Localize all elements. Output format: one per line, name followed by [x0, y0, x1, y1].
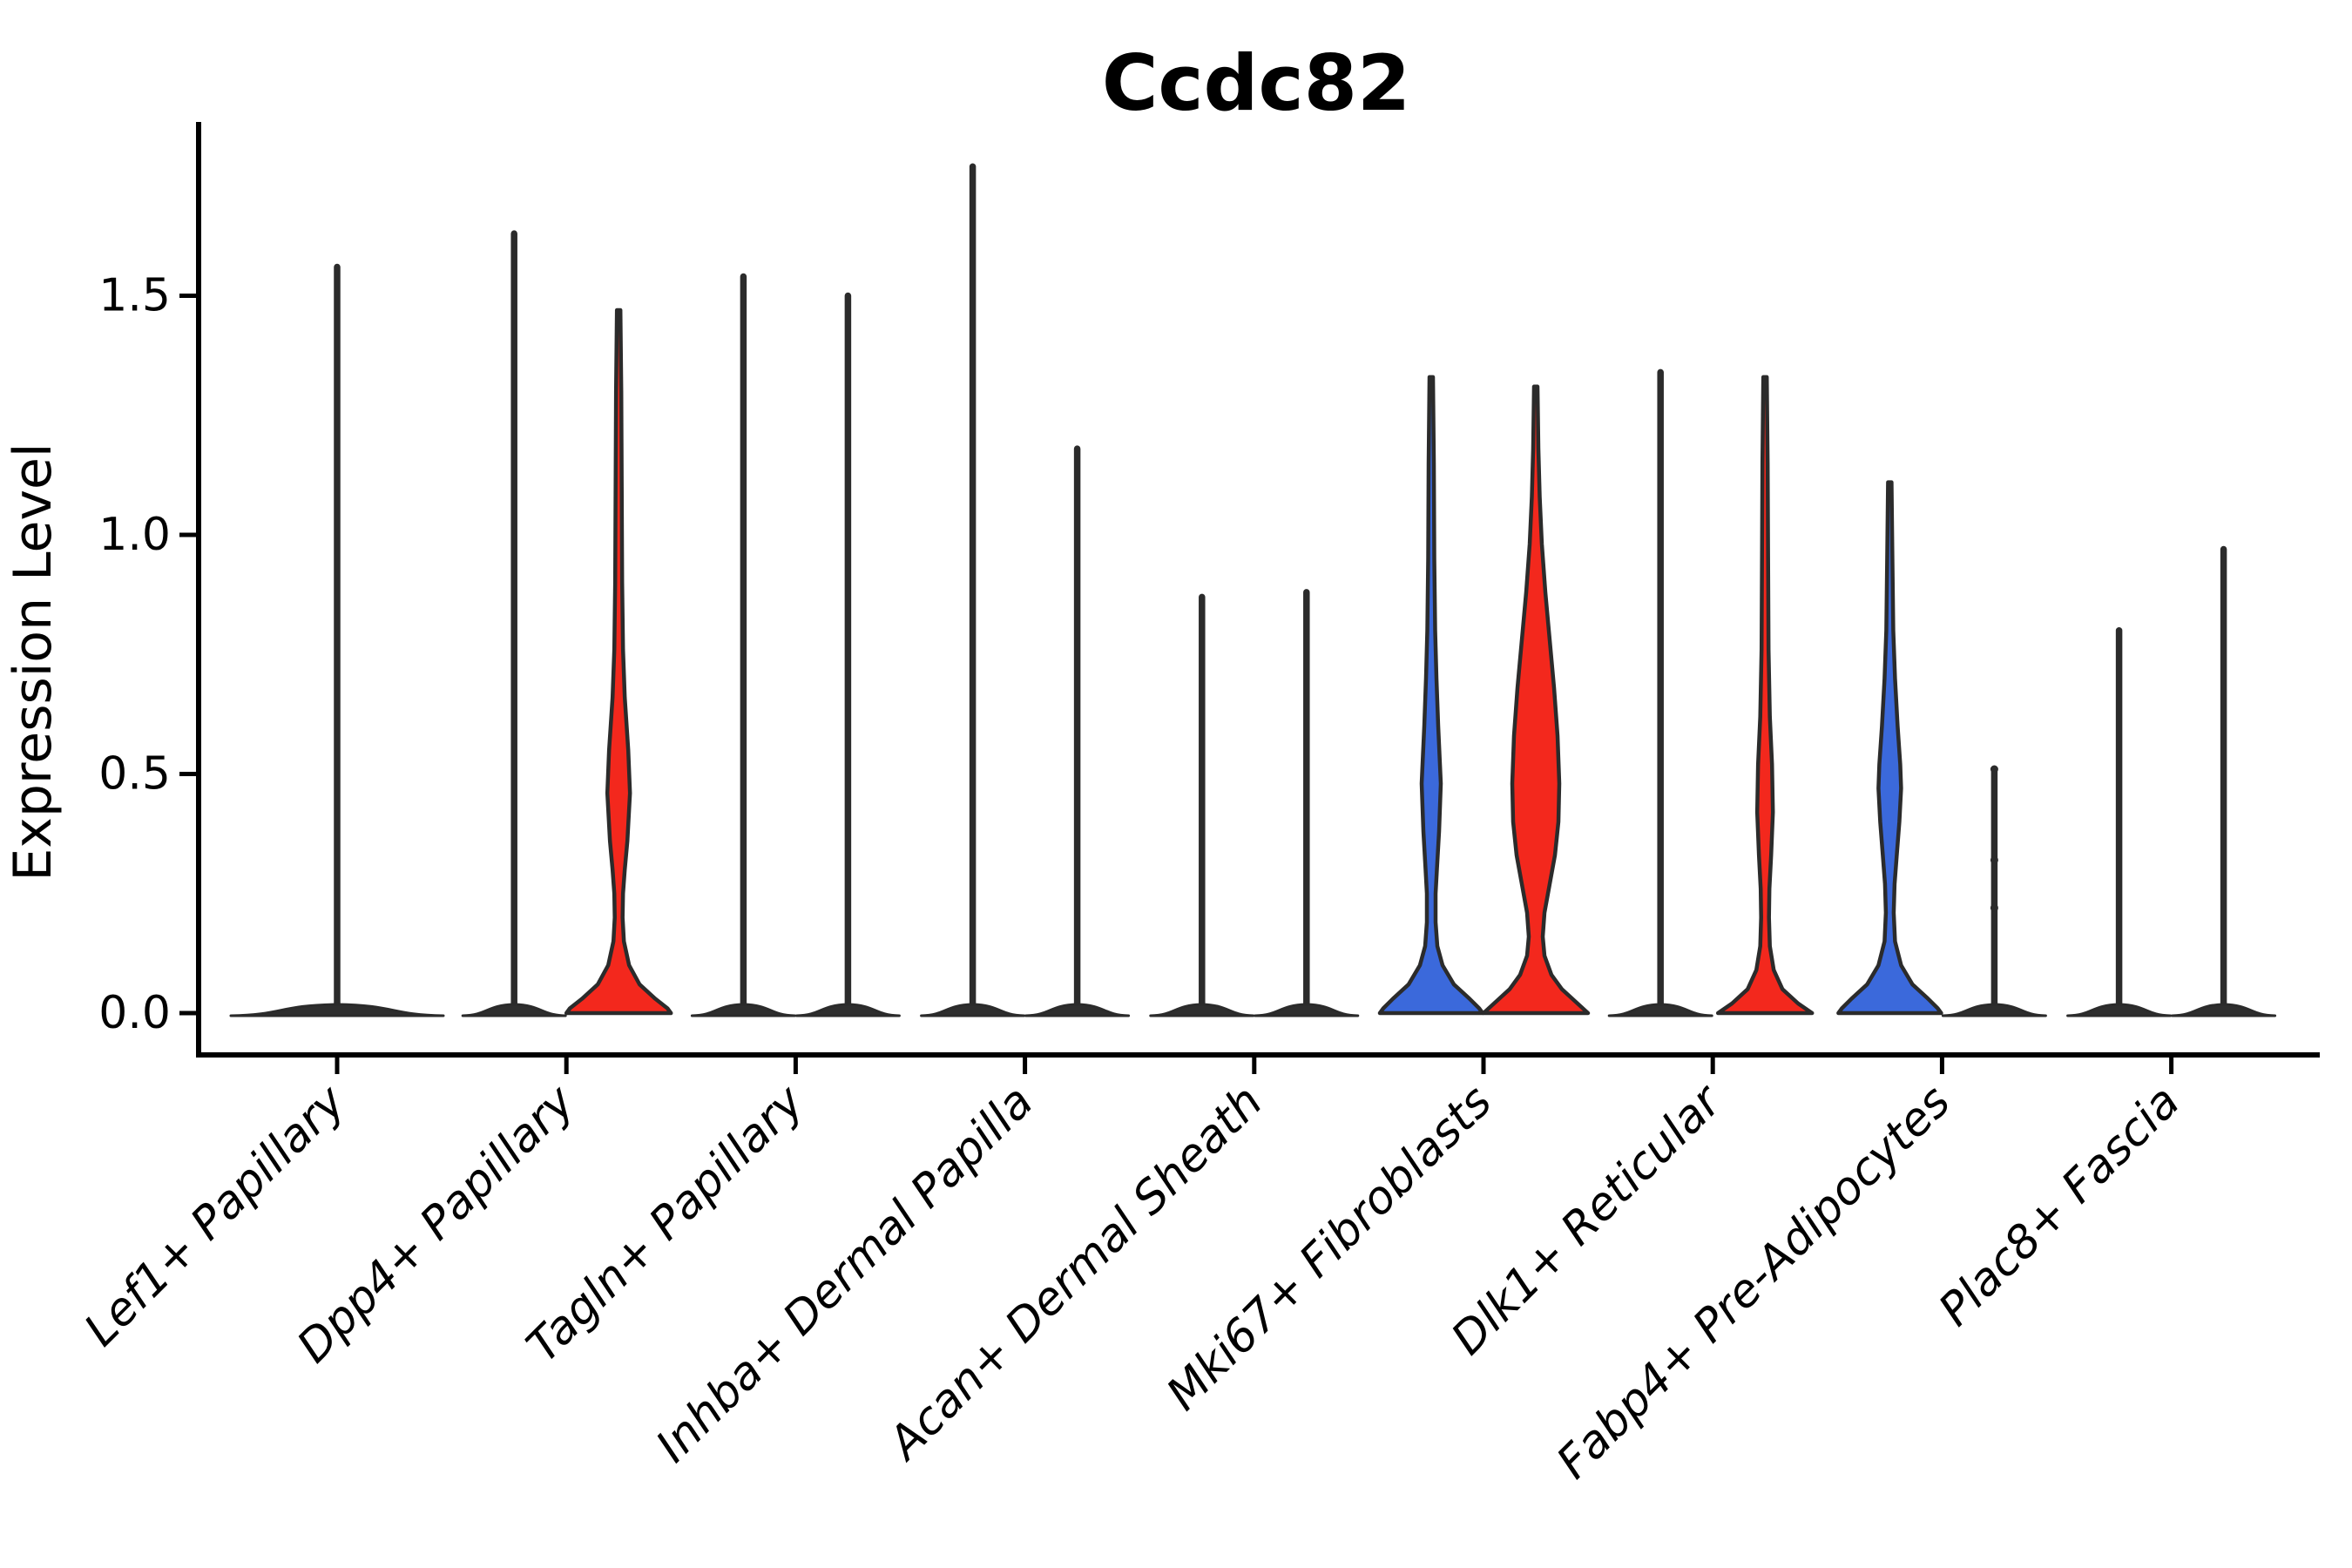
violin-base	[920, 1003, 1026, 1017]
violin	[1481, 384, 1591, 1016]
axes-spines	[196, 122, 2320, 1058]
violin	[1254, 589, 1360, 1017]
violin	[2171, 545, 2277, 1017]
violin	[1024, 445, 1131, 1017]
violin	[1941, 765, 2047, 1017]
violin-point	[1990, 855, 1998, 864]
y-tick-label: 1.5	[98, 270, 171, 322]
violin-base	[229, 1003, 445, 1017]
violin-base	[1941, 1003, 2047, 1017]
x-tick-label: Fabp4+ Pre-Adipocytes	[1547, 1076, 1961, 1490]
violin-point	[1990, 765, 1998, 774]
violin	[920, 163, 1026, 1017]
violin-base	[2171, 1003, 2277, 1017]
y-tick-label: 0.0	[98, 987, 171, 1039]
violin-body-red	[1481, 384, 1591, 1016]
x-tick-label: Plac8+ Fascia	[1930, 1076, 2190, 1336]
violin-base	[1024, 1003, 1131, 1017]
y-tick-label: 1.0	[98, 509, 171, 561]
violin	[1836, 480, 1943, 1016]
violin	[1607, 368, 1713, 1017]
violin	[690, 273, 796, 1017]
violin	[1377, 375, 1485, 1016]
violin	[229, 263, 445, 1017]
violin	[2066, 627, 2173, 1017]
violin-base	[1254, 1003, 1360, 1017]
violin-body-blue	[1836, 480, 1943, 1016]
violin-base	[794, 1003, 901, 1017]
violin	[794, 292, 901, 1017]
violin-base	[2066, 1003, 2173, 1017]
violin-body-blue	[1377, 375, 1485, 1016]
violin-marks	[229, 163, 2277, 1017]
violin-point	[1990, 903, 1998, 912]
violin-base	[461, 1003, 567, 1017]
violin	[461, 230, 567, 1017]
chart-title: Ccdc82	[1102, 38, 1410, 128]
y-tick-label: 0.5	[98, 748, 171, 801]
violin-body-red	[1715, 375, 1815, 1016]
violin-body-red	[564, 308, 673, 1016]
violin	[1715, 375, 1815, 1016]
violin	[1149, 593, 1255, 1017]
violin	[564, 308, 673, 1016]
y-axis-ticks: 0.0 0.5 1.0 1.5	[98, 270, 199, 1039]
violin-base	[690, 1003, 796, 1017]
x-axis-ticks	[335, 1055, 2174, 1074]
y-axis-label: Expression Level	[3, 443, 64, 881]
violin-base	[1607, 1003, 1713, 1017]
x-tick-label: Acan+ Dermal Sheath	[877, 1076, 1273, 1471]
x-tick-label: Inhba+ Dermal Papilla	[646, 1076, 1044, 1473]
violin-base	[1149, 1003, 1255, 1017]
